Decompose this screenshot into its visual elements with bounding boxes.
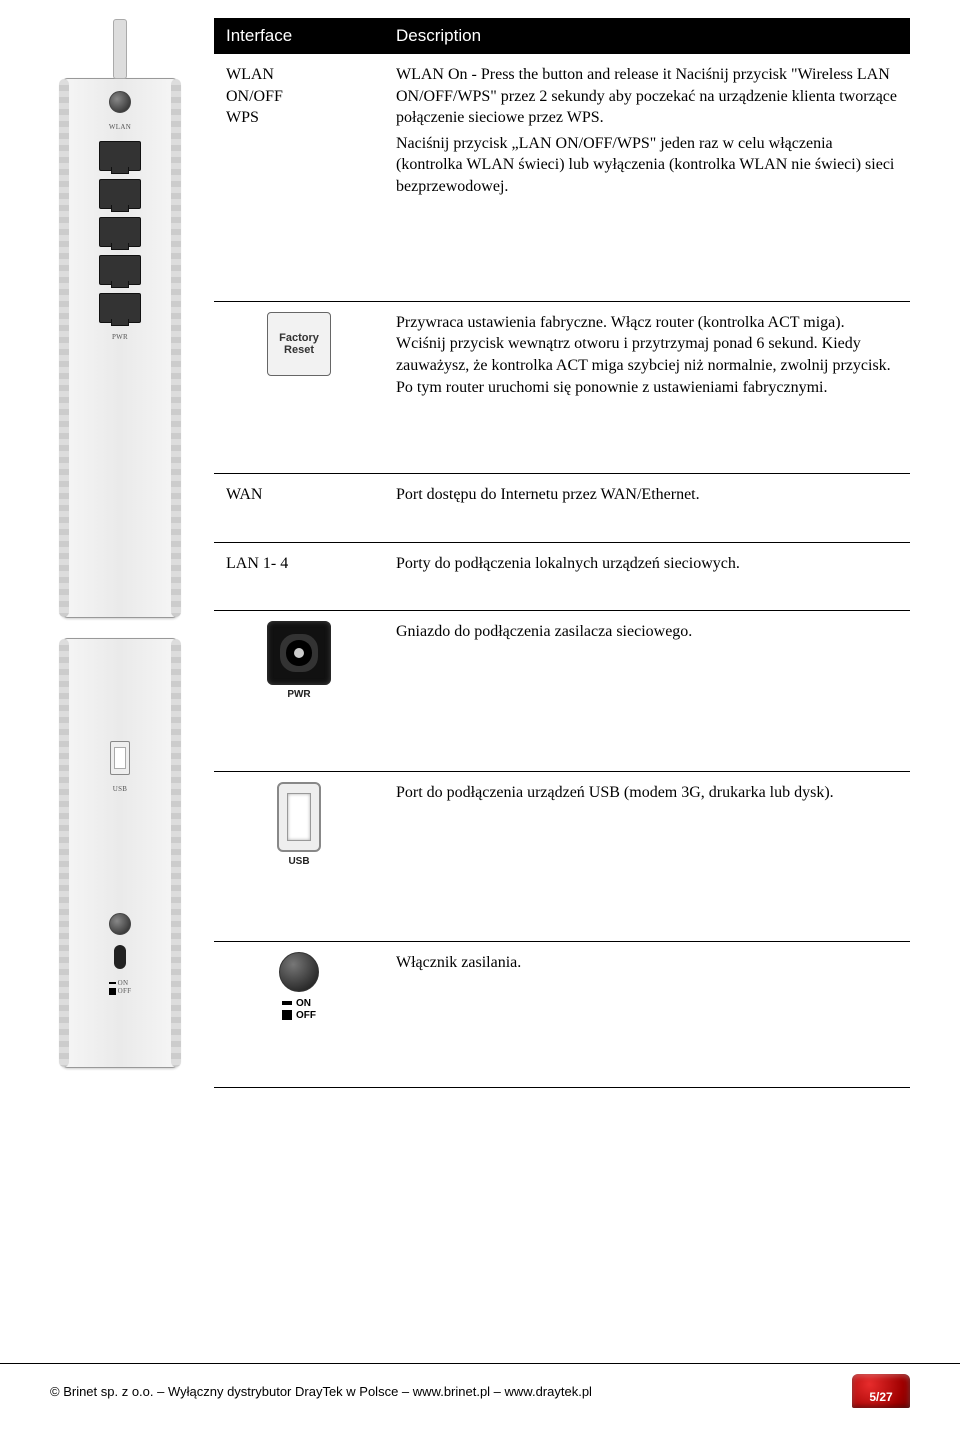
usb-port-icon	[277, 782, 321, 852]
table-header-interface: Interface	[214, 18, 384, 54]
icon-caption: USB	[288, 856, 309, 867]
router-back-panel-bottom: USB ON OFF	[60, 638, 180, 1068]
interface-cell: WLAN ON/OFF WPS	[214, 54, 384, 301]
page-number-badge: 5/27	[852, 1374, 910, 1408]
device-label: WLAN	[109, 123, 131, 131]
table-row: Factory Reset Przywraca ustawienia fabryc…	[214, 301, 910, 473]
device-label: USB	[113, 785, 128, 793]
description-cell: Port dostępu do Internetu przez WAN/Ethe…	[384, 474, 910, 542]
wlan-button-icon	[109, 91, 131, 113]
lan-port-icon	[99, 255, 141, 285]
router-back-panel-top: WLAN PWR	[60, 78, 180, 618]
device-label: PWR	[112, 333, 128, 341]
description-cell: Porty do podłączenia lokalnych urządzeń …	[384, 542, 910, 610]
description-cell: Przywraca ustawienia fabryczne. Włącz ro…	[384, 301, 910, 473]
description-cell: Gniazdo do podłączenia zasilacza sieciow…	[384, 611, 910, 772]
table-row: WANPort dostępu do Internetu przez WAN/E…	[214, 474, 910, 542]
power-switch-icon	[114, 945, 126, 969]
power-button-icon	[109, 913, 131, 935]
table-row: PWR Gniazdo do podłączenia zasilacza siec…	[214, 611, 910, 772]
onoff-switch-icon: ONOFF	[279, 952, 319, 1022]
antenna-icon	[113, 19, 127, 79]
page-footer: © Brinet sp. z o.o. – Wyłączny dystrybut…	[0, 1363, 960, 1408]
wan-port-icon	[99, 141, 141, 171]
lan-port-icon	[99, 293, 141, 323]
interface-description-table: Interface Description WLAN ON/OFF WPSWLA…	[214, 18, 910, 1088]
interface-cell: PWR	[214, 611, 384, 772]
lan-port-icon	[99, 217, 141, 247]
device-label: ON OFF	[109, 979, 132, 995]
footer-text: © Brinet sp. z o.o. – Wyłączny dystrybut…	[50, 1384, 592, 1399]
table-row: LAN 1- 4Porty do podłączenia lokalnych u…	[214, 542, 910, 610]
interface-cell: LAN 1- 4	[214, 542, 384, 610]
description-cell: Port do podłączenia urządzeń USB (modem …	[384, 771, 910, 941]
device-illustrations: WLAN PWR USB ON OFF	[50, 18, 190, 1088]
icon-caption: PWR	[287, 689, 310, 700]
table-row: USB Port do podłączenia urządzeń USB (mod…	[214, 771, 910, 941]
table-row: ONOFF Włącznik zasilania.	[214, 941, 910, 1087]
lan-port-icon	[99, 179, 141, 209]
interface-cell: ONOFF	[214, 941, 384, 1087]
table-header-description: Description	[384, 18, 910, 54]
interface-cell: USB	[214, 771, 384, 941]
interface-cell: Factory Reset	[214, 301, 384, 473]
interface-cell: WAN	[214, 474, 384, 542]
table-row: WLAN ON/OFF WPSWLAN On - Press the butto…	[214, 54, 910, 301]
description-cell: WLAN On - Press the button and release i…	[384, 54, 910, 301]
description-cell: Włącznik zasilania.	[384, 941, 910, 1087]
usb-port-icon	[110, 741, 130, 775]
pwr-jack-icon	[267, 621, 331, 685]
factory-reset-icon: Factory Reset	[267, 312, 331, 376]
